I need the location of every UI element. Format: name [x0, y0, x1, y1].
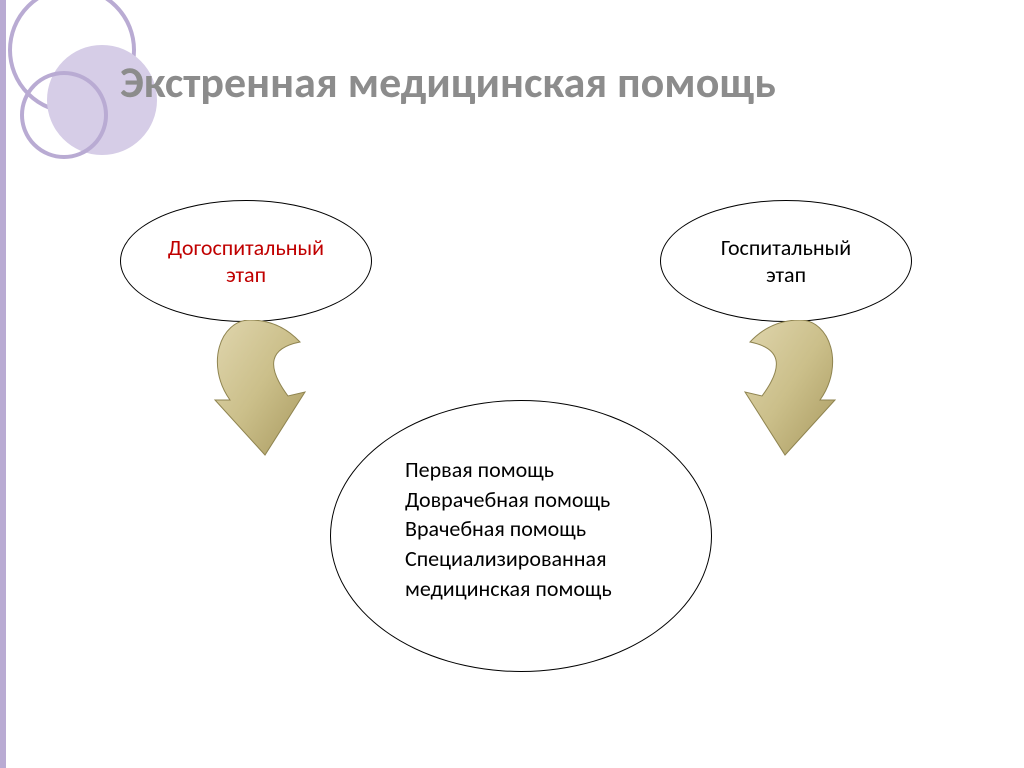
node-prehospital-stage: Догоспитальный этап: [120, 200, 372, 322]
node-aid-types-label: Первая помощь Доврачебная помощь Врачебн…: [405, 455, 675, 603]
node-prehospital-line1: Догоспитальный: [168, 234, 324, 261]
aid-line1: Первая помощь: [405, 456, 554, 483]
slide-title: Экстренная медицинская помощь: [120, 55, 1000, 109]
aid-line4: Специализированная: [405, 545, 607, 572]
arrow-left-icon: [210, 320, 360, 470]
arrow-right-body: [745, 320, 835, 455]
arrow-right-icon: [690, 320, 840, 470]
node-prehospital-label: Догоспитальный этап: [168, 234, 324, 289]
aid-line5: медицинская помощь: [405, 575, 612, 602]
node-hospital-stage: Госпитальный этап: [660, 200, 912, 322]
arrow-left-body: [215, 320, 305, 455]
aid-line3: Врачебная помощь: [405, 515, 586, 542]
node-hospital-line1: Госпитальный: [721, 234, 851, 261]
slide-title-text: Экстренная медицинская помощь: [120, 55, 776, 109]
node-hospital-line2: этап: [766, 261, 806, 288]
node-hospital-label: Госпитальный этап: [721, 234, 851, 289]
aid-line2: Доврачебная помощь: [405, 486, 610, 513]
node-prehospital-line2: этап: [226, 261, 266, 288]
